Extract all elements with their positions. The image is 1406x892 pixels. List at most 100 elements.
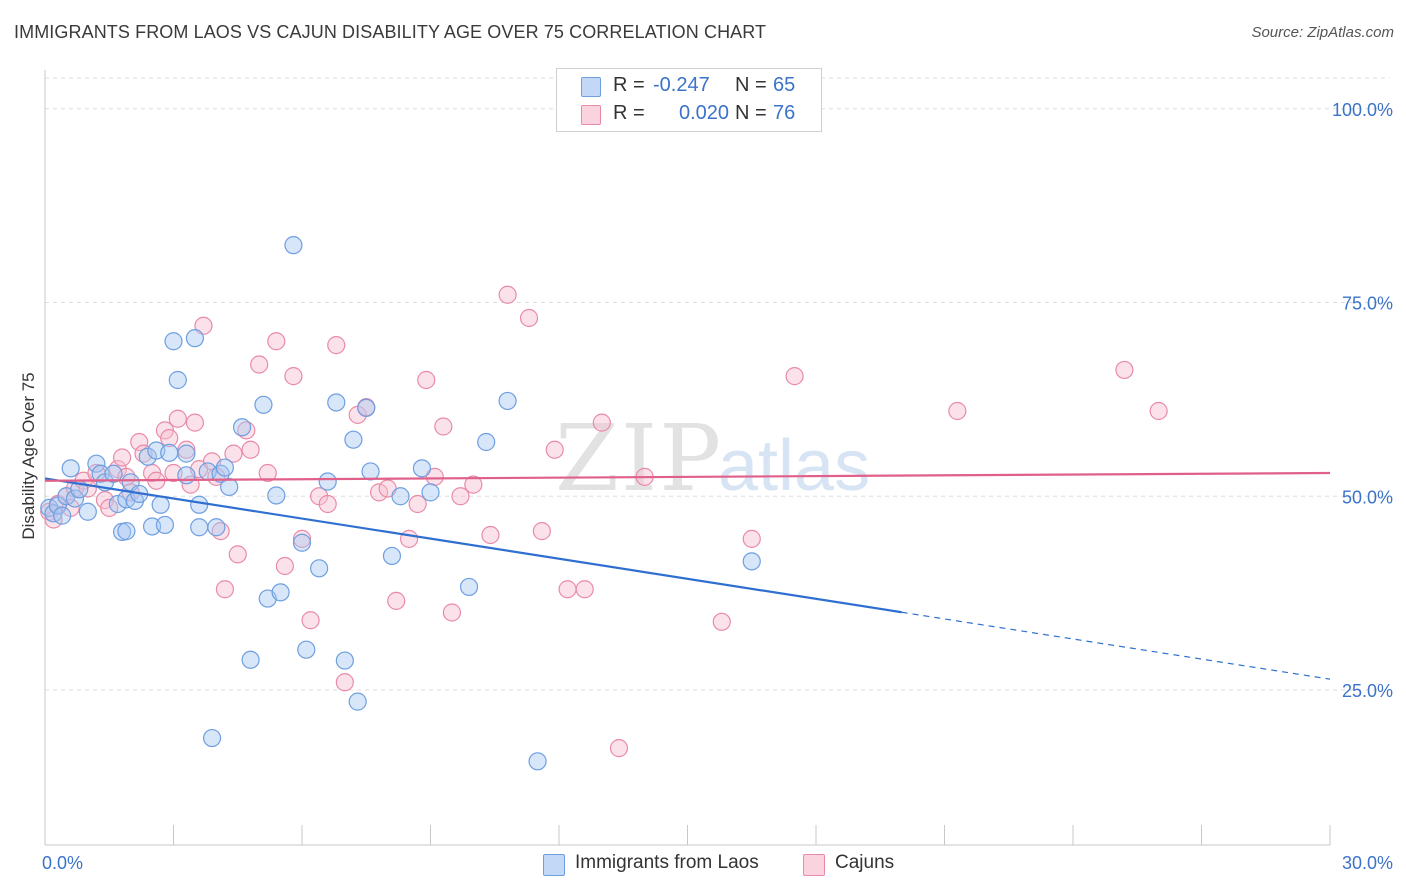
laos-point (53, 506, 72, 525)
laos-point (335, 651, 354, 670)
cajuns-point (948, 401, 967, 421)
laos-point (104, 464, 123, 483)
laos-point (117, 522, 136, 541)
cajuns-point (609, 739, 629, 758)
y-tick-label: 75.0% (1342, 294, 1393, 314)
cajuns-point (168, 409, 187, 428)
laos-point (202, 728, 222, 748)
bottom-legend-swatch-cajuns (803, 854, 825, 876)
correlation-legend: R = -0.247 N = 65 R = 0.020 N = 76 (556, 68, 822, 132)
laos-point (232, 418, 252, 437)
trend-lines (44, 471, 1331, 680)
cajuns-point (258, 463, 277, 483)
cajuns-point (481, 525, 500, 545)
bottom-legend-label-laos: Immigrants from Laos (575, 852, 759, 873)
laos-trend-extension (901, 611, 1331, 680)
y-axis-label: Disability Age Over 75 (19, 372, 38, 539)
cajuns-point (742, 529, 761, 548)
cajuns-point (592, 413, 611, 432)
cajuns-point (464, 475, 483, 494)
cajuns-point (442, 603, 462, 622)
laos-point (292, 533, 312, 552)
cajuns-point (451, 487, 470, 506)
laos-point (190, 495, 209, 514)
laos-point (361, 462, 380, 481)
laos-point (160, 443, 179, 462)
laos-point (220, 477, 239, 497)
cajuns-point (275, 556, 294, 576)
axes (44, 70, 1331, 846)
laos-trend-line (44, 477, 902, 614)
cajuns-point (1115, 360, 1134, 380)
legend-r-label: R = (613, 74, 645, 96)
laos-point (318, 472, 337, 491)
laos-point (241, 650, 260, 669)
cajuns-point (575, 580, 594, 599)
laos-point (459, 577, 479, 597)
x-tick-label-min: 0.0% (42, 853, 83, 873)
cajuns-point (387, 591, 406, 610)
cajuns-point (112, 448, 132, 467)
laos-point (742, 552, 761, 571)
cajuns-point (335, 673, 354, 692)
laos-point (357, 398, 376, 417)
laos-point (185, 329, 205, 348)
cajuns-point (434, 417, 453, 436)
laos-point (168, 370, 187, 390)
legend-swatch-cajuns (581, 105, 601, 125)
laos-point (108, 494, 127, 514)
bottom-legend-label-cajuns: Cajuns (835, 852, 895, 873)
cajuns-point (224, 444, 243, 463)
laos-point (91, 464, 110, 483)
cajuns-point (785, 367, 804, 386)
bottom-legend-swatch-laos (543, 854, 565, 876)
cajuns-point (292, 529, 312, 548)
laos-point (382, 546, 402, 566)
legend-n-label: N = (735, 102, 767, 124)
laos-point (412, 459, 432, 478)
source-label: Source: ZipAtlas.com (1251, 24, 1394, 41)
laos-point (267, 486, 286, 505)
cajuns-point (545, 440, 564, 459)
laos-point (177, 444, 196, 463)
laos-point (498, 391, 517, 411)
laos-point (528, 752, 547, 771)
cajuns-point (228, 545, 247, 564)
laos-point (190, 518, 209, 537)
laos-point (65, 489, 85, 508)
cajuns-point (250, 355, 269, 374)
cajuns-point (177, 440, 196, 459)
legend-n-value: 76 (773, 102, 796, 124)
cajuns-point (194, 316, 213, 335)
cajuns-point (408, 494, 427, 514)
laos-point (297, 640, 316, 659)
cajuns-point (498, 285, 517, 304)
cajuns-point (284, 367, 303, 386)
laos-point (151, 495, 170, 514)
watermark-atlas: atlas (718, 426, 870, 506)
cajuns-points (40, 285, 1168, 758)
legend-r-value: -0.247 (653, 74, 710, 96)
laos-point (155, 515, 175, 535)
cajuns-point (160, 429, 179, 448)
laos-point (391, 487, 410, 506)
cajuns-point (370, 483, 389, 502)
legend-swatch-laos (581, 77, 601, 97)
laos-point (327, 393, 346, 412)
laos-point (344, 430, 363, 449)
laos-point (254, 395, 273, 414)
y-tick-label: 50.0% (1342, 487, 1393, 507)
laos-point (87, 454, 106, 473)
cajuns-point (185, 413, 205, 432)
cajuns-point (519, 308, 539, 328)
laos-points (40, 236, 761, 771)
laos-point (271, 583, 290, 602)
cajuns-point (399, 529, 419, 548)
watermark-zip: ZIP (555, 405, 723, 512)
cajuns-point (417, 370, 436, 390)
laos-point (164, 332, 183, 351)
cajuns-point (301, 611, 320, 630)
x-tick-label-max: 30.0% (1342, 853, 1393, 873)
laos-point (177, 466, 196, 485)
